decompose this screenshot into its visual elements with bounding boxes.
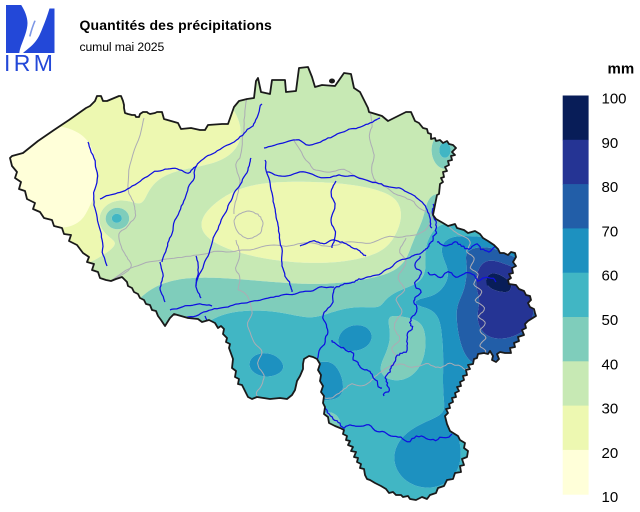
svg-text:10: 10: [602, 489, 619, 506]
svg-text:Quantités des précipitations: Quantités des précipitations: [80, 17, 273, 33]
svg-text:50: 50: [602, 312, 619, 329]
svg-text:100: 100: [602, 91, 627, 108]
svg-text:80: 80: [602, 179, 619, 196]
svg-text:90: 90: [602, 135, 619, 152]
svg-text:40: 40: [602, 356, 619, 373]
svg-text:20: 20: [602, 445, 619, 462]
svg-text:mm: mm: [608, 61, 635, 78]
svg-text:60: 60: [602, 268, 619, 285]
svg-text:IRM: IRM: [4, 50, 56, 76]
svg-text:70: 70: [602, 223, 619, 240]
svg-text:cumul mai 2025: cumul mai 2025: [80, 40, 165, 54]
svg-text:30: 30: [602, 401, 619, 418]
